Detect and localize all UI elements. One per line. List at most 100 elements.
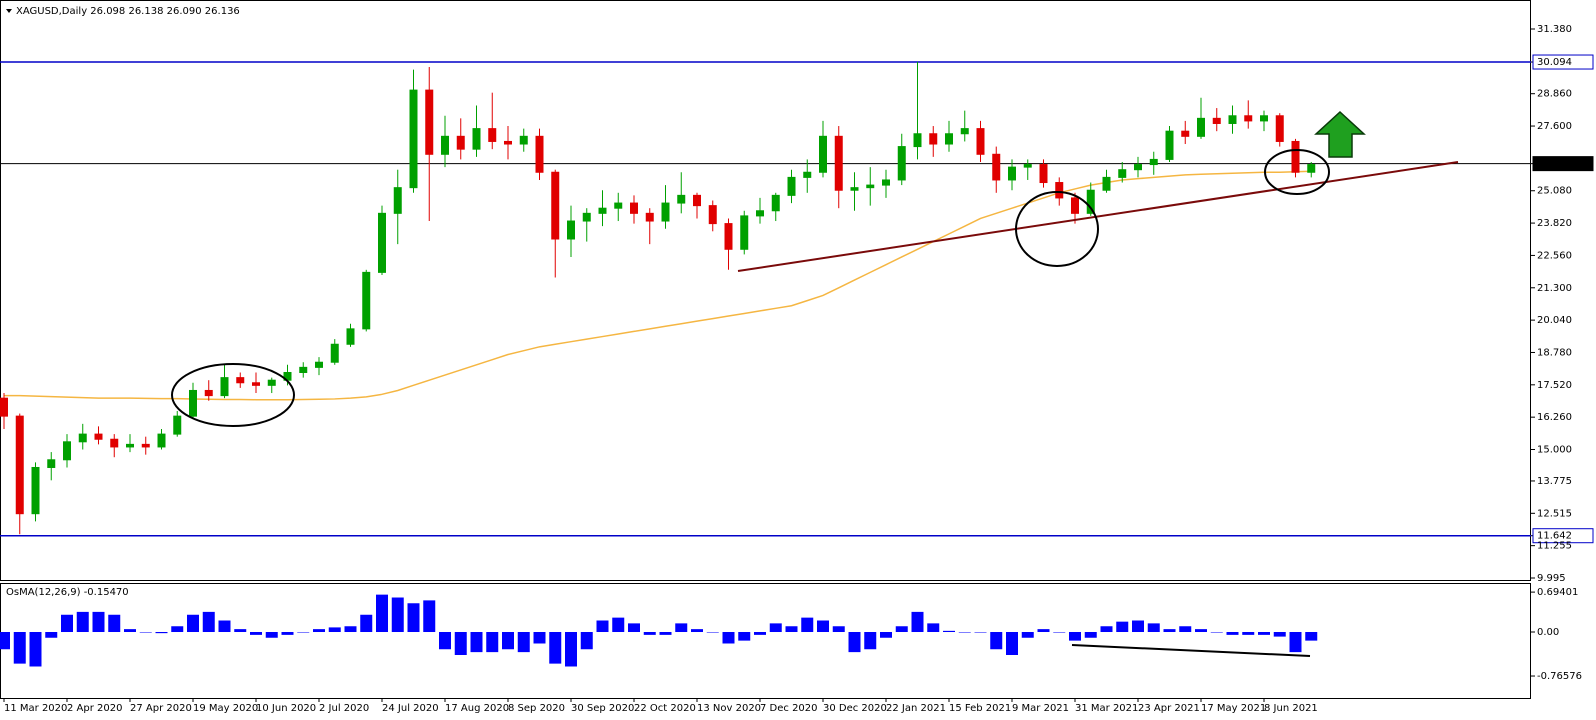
osc-bar xyxy=(344,626,357,633)
price-label-box xyxy=(1532,156,1594,172)
candle-body xyxy=(1307,164,1316,173)
x-tick-label: 19 May 2020 xyxy=(193,703,258,714)
osc-bar xyxy=(313,629,325,633)
osc-bar xyxy=(454,632,467,655)
osc-bar xyxy=(439,632,451,650)
osc-bar xyxy=(706,632,719,633)
y-tick-label: 16.260 xyxy=(1537,412,1572,423)
osc-bar xyxy=(218,620,231,633)
candle-body xyxy=(756,210,764,217)
candle-body xyxy=(409,89,418,189)
candle-body xyxy=(582,212,591,222)
moving-average xyxy=(4,170,1312,401)
candle-body xyxy=(929,133,938,145)
x-tick-label: 30 Sep 2020 xyxy=(571,703,634,714)
price-label-box xyxy=(1532,54,1594,70)
osc-bar xyxy=(281,632,294,635)
osc-bar xyxy=(92,611,105,633)
x-tick-label: 13 Nov 2020 xyxy=(697,703,761,714)
osc-bar xyxy=(1195,629,1207,633)
candle-body xyxy=(661,202,670,222)
candle-body xyxy=(220,377,229,397)
candle-body xyxy=(0,397,8,417)
candle-body xyxy=(236,377,245,384)
osc-bar xyxy=(895,626,908,633)
candle-body xyxy=(1102,176,1111,191)
candle-body xyxy=(456,135,465,150)
candle-body xyxy=(157,433,166,448)
candle-body xyxy=(425,89,434,155)
x-tick-label: 30 Dec 2020 xyxy=(823,703,887,714)
y-tick-label: 12.515 xyxy=(1537,508,1572,519)
osc-bar xyxy=(0,632,10,650)
osc-bar xyxy=(13,632,26,664)
candle-body xyxy=(31,466,40,515)
osc-bar xyxy=(1289,632,1302,653)
highlight-ellipse xyxy=(1015,191,1099,267)
highlight-ellipse xyxy=(171,363,295,427)
up-arrow xyxy=(1314,110,1366,158)
x-tick-label: 2 Apr 2020 xyxy=(67,703,122,714)
candle-body xyxy=(1275,115,1284,142)
osc-bar xyxy=(234,629,247,633)
osc-bar xyxy=(943,630,955,633)
osc-bar xyxy=(517,632,530,653)
candle-body xyxy=(960,128,969,135)
osc-y-tick-label: 0.00 xyxy=(1537,627,1559,638)
candle-body xyxy=(1039,164,1048,184)
osc-bar xyxy=(29,632,42,667)
candle-body xyxy=(1023,164,1032,168)
y-tick-label: 20.040 xyxy=(1537,315,1572,326)
candle-body xyxy=(1291,140,1300,173)
candle-body xyxy=(15,415,24,515)
candle-body xyxy=(614,202,623,209)
osc-bar xyxy=(958,632,971,633)
osc-bar xyxy=(76,611,89,633)
x-tick-label: 11 Mar 2020 xyxy=(4,703,67,714)
candle-body xyxy=(94,433,103,440)
osc-bar xyxy=(580,632,593,650)
x-tick-label: 22 Jan 2021 xyxy=(886,703,946,714)
osc-bar xyxy=(1147,623,1160,633)
osc-bar xyxy=(1132,620,1144,633)
candle-body xyxy=(945,133,953,145)
chart-title: XAGUSD,Daily 26.098 26.138 26.090 26.136 xyxy=(16,6,240,17)
candle-body xyxy=(630,202,638,214)
osc-bar xyxy=(974,632,987,633)
osc-bar xyxy=(565,632,577,667)
y-tick-label: 18.780 xyxy=(1537,347,1572,358)
osc-bar xyxy=(549,632,562,664)
candle-body xyxy=(141,443,150,448)
candle-body xyxy=(850,187,859,191)
x-tick-label: 22 Oct 2020 xyxy=(634,703,696,714)
candle-body xyxy=(913,133,922,148)
candle-body xyxy=(47,459,56,468)
x-tick-label: 8 Sep 2020 xyxy=(508,703,565,714)
osc-bar xyxy=(1242,632,1255,635)
osc-bar xyxy=(250,632,262,635)
x-tick-label: 7 Dec 2020 xyxy=(760,703,818,714)
candle-body xyxy=(535,135,544,173)
x-tick-label: 24 Jul 2020 xyxy=(382,703,439,714)
osc-bar xyxy=(738,632,751,641)
osc-bar xyxy=(470,632,483,653)
candle-body xyxy=(645,212,654,222)
candle-body xyxy=(1118,169,1127,178)
osc-bar xyxy=(691,629,703,633)
y-tick-label: 21.300 xyxy=(1537,283,1572,294)
price-pane xyxy=(0,0,1531,581)
candle-body xyxy=(551,171,560,240)
osc-bar xyxy=(423,600,436,633)
osc-bar xyxy=(832,626,845,633)
y-tick-label: 27.600 xyxy=(1537,121,1572,132)
candle-body xyxy=(330,343,339,363)
osc-bar xyxy=(628,623,640,633)
osc-bar xyxy=(171,626,184,633)
osc-bar xyxy=(155,632,168,634)
osc-bar xyxy=(1100,626,1113,633)
y-tick-label: 22.560 xyxy=(1537,250,1572,261)
candle-body xyxy=(1008,166,1016,181)
osc-bar xyxy=(801,617,814,633)
candle-body xyxy=(1149,158,1158,166)
